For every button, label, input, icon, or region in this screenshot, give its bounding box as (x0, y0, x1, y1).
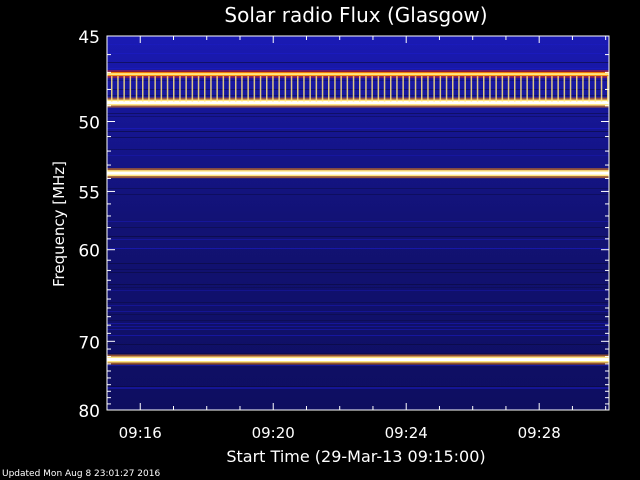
y-tick-label: 50 (78, 113, 100, 133)
band-72.4-mhz (107, 358, 609, 362)
y-tick-label: 80 (78, 402, 100, 422)
x-tick-label: 09:28 (518, 424, 561, 442)
x-tick-label: 09:20 (252, 424, 295, 442)
band-47.1-mhz (107, 73, 609, 76)
spectrogram-plot-area (106, 35, 610, 411)
y-tick-label: 55 (78, 183, 100, 203)
bright-bands (107, 70, 609, 389)
x-tick-label: 09:16 (119, 424, 162, 442)
plot-frame (106, 35, 610, 411)
chart-title: Solar radio Flux (Glasgow) (224, 3, 487, 27)
y-tick-label: 70 (78, 333, 100, 353)
y-axis-ticks: 45 50 55 60 70 80 (78, 28, 609, 422)
band-48.8-mhz (107, 101, 609, 105)
x-tick-label: 09:24 (385, 424, 428, 442)
y-tick-label: 60 (78, 242, 100, 262)
band-76.5-mhz (107, 387, 609, 389)
interference-spikes (111, 76, 609, 102)
updated-timestamp: Updated Mon Aug 8 23:01:27 2016 (2, 469, 161, 479)
band-53.6-mhz (107, 171, 609, 175)
y-axis-label: Frequency [MHz] (50, 161, 68, 287)
y-tick-label: 45 (78, 28, 100, 48)
x-axis-label: Start Time (29-Mar-13 09:15:00) (226, 447, 485, 466)
x-axis-ticks: 09:16 09:20 09:24 09:28 (106, 36, 607, 442)
